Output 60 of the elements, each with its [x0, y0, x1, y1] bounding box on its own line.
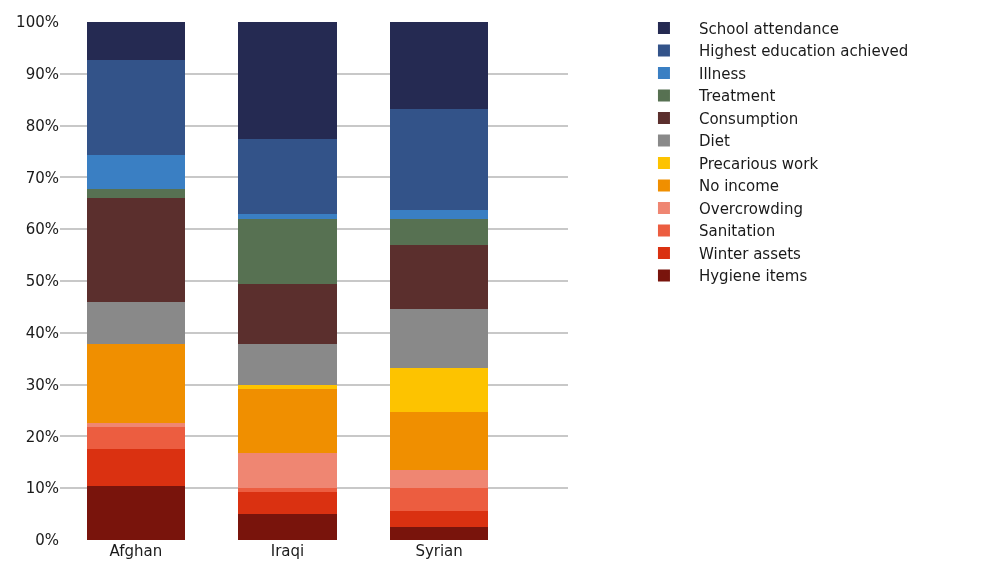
bar [238, 491, 337, 514]
bar [86, 60, 186, 156]
bar [86, 427, 186, 450]
y-tick-label: 30% [25, 375, 59, 394]
legend-label: Sanitation [698, 222, 776, 241]
legend-label: School attendance [698, 19, 839, 38]
y-tick-label: 80% [25, 116, 59, 135]
bar [86, 22, 186, 61]
y-tick-label: 0% [35, 531, 59, 550]
bar [86, 449, 186, 487]
legend-label: No income [698, 177, 780, 196]
y-tick-label: 50% [25, 272, 59, 291]
bar [238, 284, 337, 344]
bar [238, 388, 337, 454]
bar [238, 139, 337, 214]
y-tick-label: 90% [25, 65, 59, 84]
bar [86, 155, 186, 190]
legend-label: Hygiene items [698, 267, 808, 286]
bar [389, 22, 489, 109]
legend-label: Consumption [698, 109, 799, 128]
bar [86, 343, 186, 423]
x-tick-label: Iraqi [270, 542, 305, 560]
bar [389, 487, 489, 511]
bar [86, 486, 186, 540]
legend-label: Treatment [697, 87, 776, 106]
bar [238, 487, 337, 492]
x-tick-label: Syrian [415, 542, 463, 560]
bar [389, 510, 489, 528]
bar [238, 384, 337, 389]
bar [238, 22, 337, 140]
bar [389, 308, 489, 368]
bar [238, 219, 337, 285]
bar [86, 302, 186, 344]
bar [389, 367, 489, 413]
legend-label: Overcrowding [698, 199, 803, 218]
y-tick-label: 10% [25, 479, 59, 498]
bar [389, 219, 489, 245]
bar [238, 453, 337, 488]
legend-label: Diet [698, 132, 730, 151]
y-tick-label: 100% [16, 13, 59, 32]
bar [389, 244, 489, 309]
x-tick-label: Afghan [109, 542, 163, 560]
legend-label: Highest education achieved [698, 42, 909, 61]
y-tick-label: 40% [25, 324, 59, 343]
y-tick-label: 70% [25, 168, 59, 187]
bar [86, 198, 186, 303]
y-tick-label: 60% [25, 220, 59, 239]
legend-label: Precarious work [698, 154, 819, 173]
bar [389, 469, 489, 488]
bar [86, 422, 186, 428]
bar [389, 108, 489, 210]
y-tick-label: 20% [25, 427, 59, 446]
bar [238, 513, 337, 540]
legend-label: Winter assets [698, 244, 802, 263]
legend-label: Illness [698, 64, 747, 83]
bar [86, 189, 186, 199]
bar [389, 527, 489, 540]
bar [389, 209, 489, 220]
bar [389, 412, 489, 470]
bar [238, 343, 337, 385]
